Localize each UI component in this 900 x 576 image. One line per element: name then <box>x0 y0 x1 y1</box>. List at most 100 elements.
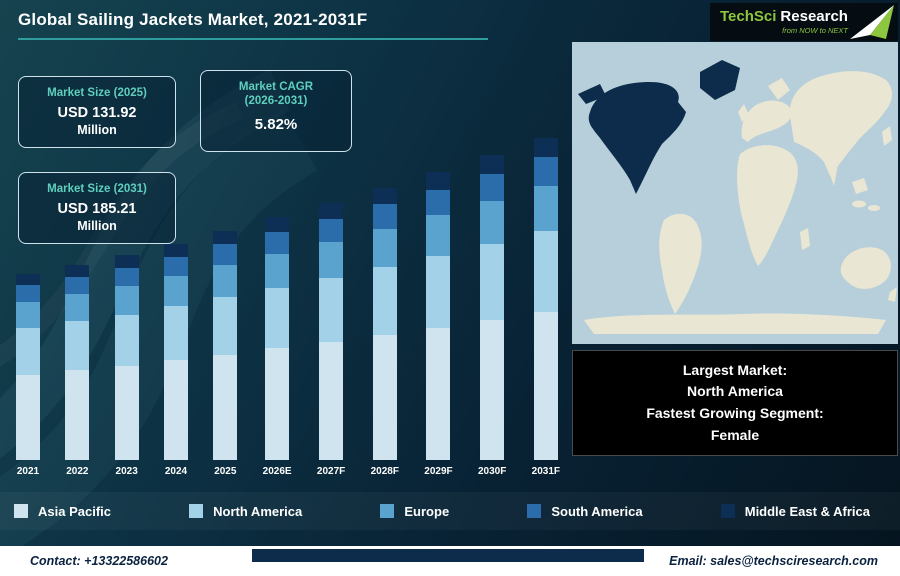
market-size-2025-unit: Million <box>77 123 117 138</box>
map-europe <box>741 100 792 142</box>
x-axis-label: 2023 <box>115 466 138 477</box>
bar-segment-europe <box>114 286 139 315</box>
x-axis-label: 2026E <box>262 466 292 477</box>
legend-label: South America <box>551 503 643 519</box>
map-scandinavia <box>768 78 790 100</box>
bar-segment-asia-pacific <box>426 327 451 460</box>
map-southeast-asia <box>852 178 868 194</box>
map-africa <box>737 145 798 266</box>
bar-segment-europe <box>265 253 290 288</box>
world-map <box>572 42 898 344</box>
bar-segment-south-america <box>319 218 344 242</box>
bar-chart: 2021 2022 2023 2024 2025 2026E 2027F 2028F 2029F… <box>12 118 564 478</box>
bar-segment-middle-east-africa <box>213 230 238 245</box>
bar-stack <box>372 188 397 460</box>
x-axis-label: 2025 <box>214 466 237 477</box>
logo-tagline: from NOW to NEXT <box>782 26 848 36</box>
bar-segment-europe <box>16 301 40 328</box>
bar-column-2030F: 2030F <box>478 155 506 478</box>
bar-stack <box>533 138 558 460</box>
bar-segment-north-america <box>213 297 238 355</box>
legend-swatch-south-america <box>527 504 542 518</box>
legend-swatch-europe <box>380 504 395 518</box>
x-axis-label: 2021 <box>16 466 40 477</box>
map-australia <box>840 247 891 289</box>
bar-segment-south-america <box>163 256 188 277</box>
map-north-america <box>588 82 686 194</box>
market-cagr-label-line2: (2026-2031) <box>244 95 308 108</box>
map-indonesia-2 <box>868 205 880 211</box>
bar-segment-europe <box>213 264 238 298</box>
bar-segment-asia-pacific <box>16 374 40 460</box>
map-madagascar <box>800 228 810 250</box>
bar-segment-europe <box>426 215 451 256</box>
map-uk <box>738 104 749 122</box>
footer: Contact: +13322586602 Email: sales@techs… <box>0 546 900 576</box>
bar-column-2031F: 2031F <box>532 138 560 478</box>
bar-column-2023: 2023 <box>114 255 139 478</box>
market-size-2025-label: Market Size (2025) <box>47 87 147 99</box>
legend-item-asia-pacific: Asia Pacific <box>14 504 111 519</box>
legend-item-south-america: South America <box>527 503 643 519</box>
bar-segment-middle-east-africa <box>265 217 290 232</box>
legend-swatch-asia-pacific <box>14 504 28 518</box>
logo-arrow-icon <box>850 5 894 39</box>
bar-segment-south-america <box>16 285 40 302</box>
bar-segment-north-america <box>163 306 188 361</box>
bar-segment-asia-pacific <box>533 311 558 460</box>
bar-segment-south-america <box>533 157 558 187</box>
market-cagr-label-line1: Market CAGR <box>238 81 314 93</box>
techsci-logo: TechSci Research from NOW to NEXT <box>710 3 898 41</box>
bar-segment-asia-pacific <box>480 320 505 460</box>
chart-legend: Asia Pacific North America Europe South … <box>0 492 900 530</box>
market-cagr-box: Market CAGR (2026-2031) 5.82% <box>200 70 352 152</box>
bar-segment-north-america <box>533 231 558 312</box>
bar-stack <box>426 172 451 460</box>
footer-divider-bar <box>252 549 644 562</box>
bar-column-2027F: 2027F <box>317 203 345 478</box>
bar-segment-south-america <box>480 173 505 202</box>
x-axis-label: 2024 <box>164 466 188 477</box>
bar-segment-middle-east-africa <box>114 255 139 268</box>
bar-segment-south-america <box>65 276 90 295</box>
bar-column-2028F: 2028F <box>371 188 399 478</box>
footer-contact: Contact: +13322586602 <box>30 554 168 568</box>
bar-segment-europe <box>533 186 558 232</box>
bar-column-2024: 2024 <box>163 243 188 478</box>
bar-stack <box>480 155 505 460</box>
bar-column-2026E: 2026E <box>263 217 292 478</box>
legend-label: Asia Pacific <box>38 503 111 519</box>
legend-swatch-middle-east-africa <box>720 504 735 518</box>
map-japan <box>882 126 892 146</box>
bar-segment-middle-east-africa <box>426 172 451 190</box>
bar-segment-north-america <box>480 243 505 320</box>
x-axis-label: 2029F <box>424 466 453 477</box>
bar-column-2022: 2022 <box>65 264 90 478</box>
map-south-america <box>659 213 702 314</box>
market-cagr-value: 5.82% <box>254 115 298 133</box>
bar-stack <box>213 230 238 460</box>
bar-segment-north-america <box>65 321 90 371</box>
legend-label: Middle East & Africa <box>744 503 870 519</box>
x-axis-label: 2031F <box>531 466 560 477</box>
map-india <box>824 154 840 186</box>
bar-stack <box>319 203 344 460</box>
bar-segment-south-america <box>426 189 451 216</box>
map-indonesia-1 <box>852 200 866 208</box>
bar-column-2025: 2025 <box>213 230 238 478</box>
stacked-bar-chart: 2021 2022 2023 2024 2025 2026E 2027F 2028F 2029F… <box>12 118 564 478</box>
bar-segment-middle-east-africa <box>480 155 505 174</box>
largest-market-label: Largest Market: <box>682 361 788 378</box>
bar-segment-asia-pacific <box>372 335 397 460</box>
legend-swatch-north-america <box>189 504 204 518</box>
title-underline <box>18 38 488 40</box>
largest-market-box: Largest Market: North America Fastest Gr… <box>572 350 898 456</box>
bar-segment-middle-east-africa <box>372 188 397 205</box>
bar-segment-europe <box>163 276 188 307</box>
bar-segment-europe <box>319 241 344 278</box>
largest-market-value: North America <box>687 383 783 400</box>
bar-segment-south-america <box>372 204 397 229</box>
logo-name-secondary: Research <box>780 8 848 26</box>
bar-segment-middle-east-africa <box>65 264 90 277</box>
